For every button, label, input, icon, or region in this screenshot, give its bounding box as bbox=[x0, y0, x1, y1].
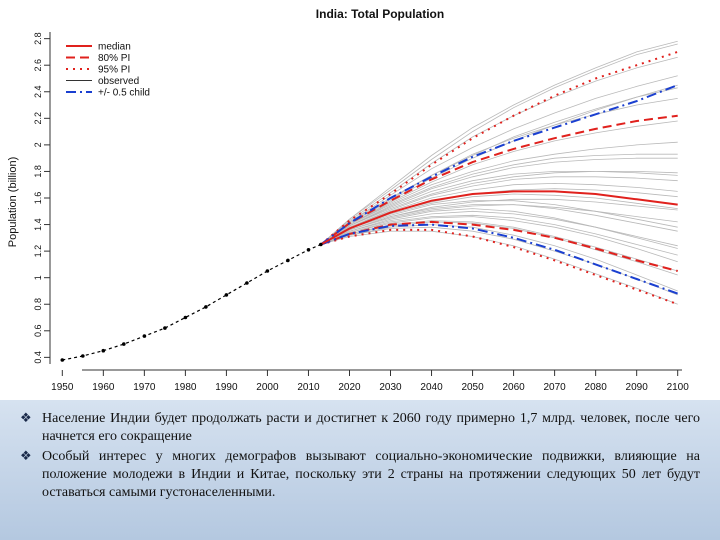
y-tick-label: 1.8 bbox=[33, 165, 43, 178]
series-line bbox=[320, 84, 679, 246]
bullet-item: ❖ Особый интерес у многих демографов выз… bbox=[20, 448, 700, 502]
observed-point bbox=[245, 281, 249, 285]
observed-point bbox=[101, 348, 106, 353]
series-line bbox=[320, 114, 678, 246]
chart-title: India: Total Population bbox=[316, 7, 444, 21]
trajectory-line bbox=[320, 157, 678, 245]
trajectory-lines bbox=[320, 40, 678, 305]
x-tick-label: 2010 bbox=[297, 382, 320, 393]
x-tick-label: 2080 bbox=[585, 382, 608, 393]
x-axis-ticks: 1950 1960 1970 1980 1990 2000 2010 2020 2030 2040… bbox=[51, 370, 689, 393]
trajectory-line bbox=[320, 224, 678, 292]
x-tick-label: 2000 bbox=[256, 382, 279, 393]
y-tick-label: 1.4 bbox=[33, 218, 43, 231]
y-tick-label: 2.6 bbox=[33, 59, 43, 72]
series-line bbox=[320, 190, 678, 246]
trajectory-line bbox=[320, 40, 678, 245]
x-tick-label: 2020 bbox=[338, 382, 361, 393]
diamond-bullet-icon: ❖ bbox=[20, 411, 32, 426]
x-tick-label: 2060 bbox=[502, 382, 525, 393]
series-line bbox=[320, 50, 679, 246]
observed-point bbox=[265, 269, 270, 273]
projection-lines bbox=[320, 50, 679, 306]
y-axis-label: Population (billion) bbox=[7, 157, 19, 248]
legend-label: 80% PI bbox=[98, 53, 130, 64]
x-tick-label: 2040 bbox=[420, 382, 443, 393]
y-tick-label: 2.8 bbox=[33, 32, 43, 45]
observed-point bbox=[142, 334, 147, 338]
trajectory-line bbox=[320, 120, 678, 245]
trajectory-line bbox=[320, 210, 678, 247]
trajectory-line bbox=[320, 182, 678, 245]
y-tick-label: 0.4 bbox=[33, 351, 43, 364]
population-chart: India: Total Population Population (bill… bbox=[7, 7, 690, 393]
y-tick-label: 1.2 bbox=[33, 245, 43, 258]
x-tick-label: 1950 bbox=[51, 382, 74, 393]
trajectory-line bbox=[320, 141, 678, 245]
observed-point bbox=[122, 342, 126, 346]
trajectory-line bbox=[320, 216, 678, 263]
x-tick-label: 1960 bbox=[92, 382, 115, 393]
trajectory-line bbox=[320, 220, 678, 272]
y-tick-label: 0.8 bbox=[33, 298, 43, 311]
legend-label: 95% PI bbox=[98, 65, 130, 76]
series-line bbox=[320, 228, 679, 306]
legend-label: median bbox=[98, 42, 131, 53]
series-line bbox=[320, 223, 679, 295]
x-tick-label: 1990 bbox=[215, 382, 238, 393]
trajectory-line bbox=[320, 153, 678, 245]
trajectory-line bbox=[320, 56, 678, 245]
bullet-item: ❖ Население Индии будет продолжать расти… bbox=[20, 410, 700, 446]
x-tick-label: 2090 bbox=[626, 382, 649, 393]
observed-point bbox=[286, 258, 290, 263]
y-tick-label: 2 bbox=[33, 142, 43, 147]
trajectory-line bbox=[320, 204, 678, 245]
x-tick-label: 1980 bbox=[174, 382, 197, 393]
y-tick-label: 2.2 bbox=[33, 112, 43, 125]
bullet-text: Население Индии будет продолжать расти и… bbox=[42, 411, 700, 444]
observed-points bbox=[60, 242, 323, 362]
notes-panel: ❖ Население Индии будет продолжать расти… bbox=[0, 400, 720, 540]
trajectory-line bbox=[320, 221, 678, 276]
trajectory-line bbox=[320, 171, 678, 245]
observed-point bbox=[60, 358, 65, 362]
trajectory-line bbox=[320, 204, 678, 245]
trajectory-line bbox=[320, 208, 678, 249]
x-tick-label: 2070 bbox=[543, 382, 566, 393]
x-tick-label: 2050 bbox=[461, 382, 484, 393]
observed-point bbox=[183, 315, 188, 320]
y-tick-label: 1 bbox=[33, 275, 43, 280]
y-axis-ticks: 0.4 0.6 0.8 1 1.2 1.4 1.6 1.8 2 2.2 2.4 2.6 2.8 bbox=[33, 32, 50, 364]
observed-point bbox=[163, 326, 167, 330]
bullet-text: Особый интерес у многих демографов вызыв… bbox=[42, 449, 700, 500]
legend-label: +/- 0.5 child bbox=[98, 88, 150, 99]
x-tick-label: 2030 bbox=[379, 382, 402, 393]
observed-point bbox=[224, 293, 229, 297]
observed-point bbox=[81, 354, 85, 358]
trajectory-line bbox=[320, 214, 678, 256]
observed-point bbox=[319, 242, 323, 247]
observed-point bbox=[306, 248, 311, 252]
trajectory-line bbox=[320, 75, 678, 245]
y-tick-label: 1.6 bbox=[33, 192, 43, 205]
trajectory-line bbox=[320, 171, 678, 245]
observed-point bbox=[204, 305, 208, 309]
trajectory-line bbox=[320, 43, 678, 245]
y-tick-label: 2.4 bbox=[33, 86, 43, 99]
x-tick-label: 1970 bbox=[133, 382, 156, 393]
legend-label: observed bbox=[98, 76, 139, 87]
series-line bbox=[320, 220, 678, 272]
y-tick-label: 0.6 bbox=[33, 325, 43, 338]
trajectory-line bbox=[320, 176, 678, 245]
x-tick-label: 2100 bbox=[667, 382, 690, 393]
diamond-bullet-icon: ❖ bbox=[20, 449, 32, 464]
